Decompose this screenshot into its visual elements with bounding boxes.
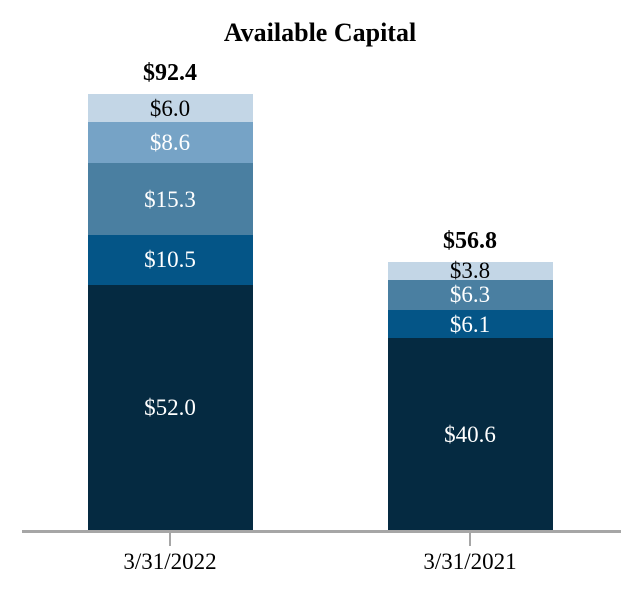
bar-3312022: $92.4 $6.0 $8.6 $15.3 $10.5 $52.0 [87, 60, 253, 530]
segment-value-label: $15.3 [144, 186, 196, 212]
segment-value-label: $8.6 [149, 130, 191, 156]
x-axis-tick [169, 533, 171, 546]
segment-value-label: $6.0 [149, 95, 191, 121]
bar-3312021: $56.8 $3.8 $6.3 $6.1 $40.6 [387, 228, 553, 530]
x-axis-label-3312022: 3/31/2022 [123, 549, 217, 574]
bar-segment: $15.3 [87, 162, 253, 236]
bar-segment: $6.1 [387, 309, 553, 339]
segment-value-label: $6.1 [449, 311, 491, 337]
chart-title: Available Capital [223, 18, 417, 47]
segment-value-label: $6.3 [449, 282, 491, 308]
bar-segment: $52.0 [87, 284, 253, 530]
bar-segment: $6.0 [87, 94, 253, 123]
bar-total-label: $92.4 [143, 60, 197, 87]
segment-value-label: $3.8 [449, 258, 491, 284]
segment-value-label: $40.6 [444, 421, 496, 447]
segment-value-label: $52.0 [144, 394, 196, 420]
bar-total-label: $56.8 [443, 228, 497, 255]
bar-segment: $8.6 [87, 122, 253, 163]
bar-segment: $10.5 [87, 235, 253, 285]
x-axis-label-3312021: 3/31/2021 [423, 549, 517, 574]
segment-value-label: $10.5 [144, 247, 196, 273]
x-axis-tick [469, 533, 471, 546]
bar-segment: $40.6 [387, 338, 553, 530]
bar-segment: $6.3 [387, 279, 553, 310]
bar-segment: $3.8 [387, 258, 553, 284]
x-axis-line [22, 530, 621, 533]
